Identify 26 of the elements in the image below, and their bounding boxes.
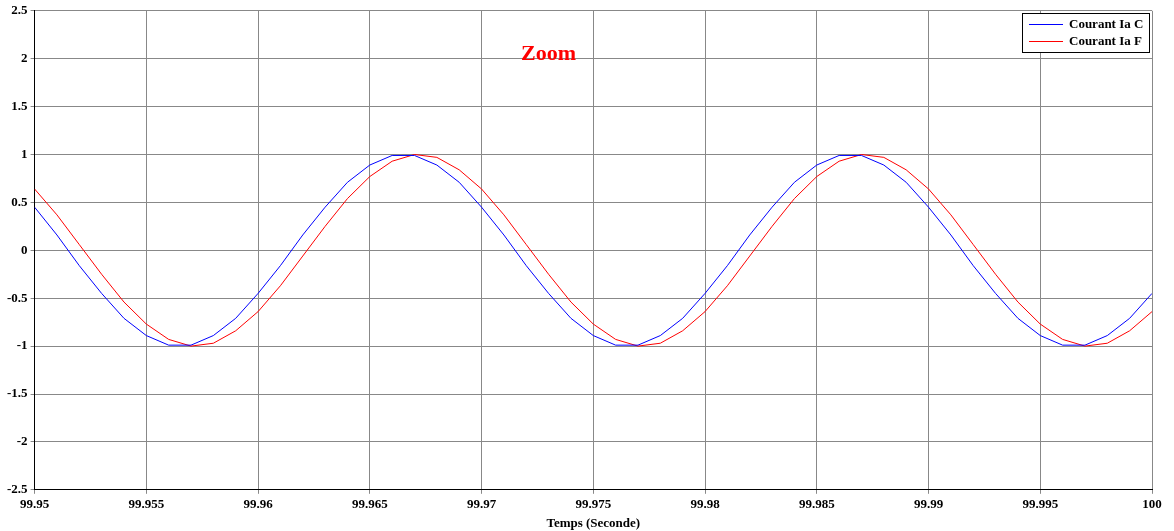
annotation: Zoom — [521, 39, 577, 65]
x-tick-label: 99.975 — [575, 495, 612, 511]
x-tick-label: 100 — [1142, 495, 1162, 511]
y-tick-label: 2 — [21, 50, 28, 66]
x-tick-label: 99.995 — [1022, 495, 1059, 511]
x-tick-label: 99.96 — [243, 495, 274, 511]
y-tick-label: 0.5 — [11, 193, 29, 209]
y-tick-label: -2.5 — [6, 481, 29, 497]
x-tick-label: 99.97 — [466, 495, 497, 511]
y-tick-label: 1.5 — [11, 97, 29, 113]
y-tick-label: 1 — [21, 145, 28, 161]
x-tick-label: 99.99 — [913, 495, 944, 511]
x-tick-label: 99.95 — [19, 495, 50, 511]
x-tick-label: 99.98 — [690, 495, 721, 511]
y-tick-label: 0 — [21, 241, 28, 257]
x-axis-title: Temps (Seconde) — [546, 514, 641, 530]
y-tick-label: -2 — [16, 433, 28, 449]
y-tick-label: -1.5 — [6, 385, 29, 401]
y-tick-label: -0.5 — [6, 289, 29, 305]
y-tick-label: -1 — [16, 337, 28, 353]
x-tick-label: 99.985 — [798, 495, 836, 511]
legend-label: Courant Ia F — [1069, 33, 1142, 50]
legend-label: Courant Ia C — [1069, 16, 1144, 33]
y-tick-label: 2.5 — [11, 2, 29, 18]
x-tick-label: 99.965 — [351, 495, 389, 511]
x-tick-label: 99.955 — [128, 495, 165, 511]
